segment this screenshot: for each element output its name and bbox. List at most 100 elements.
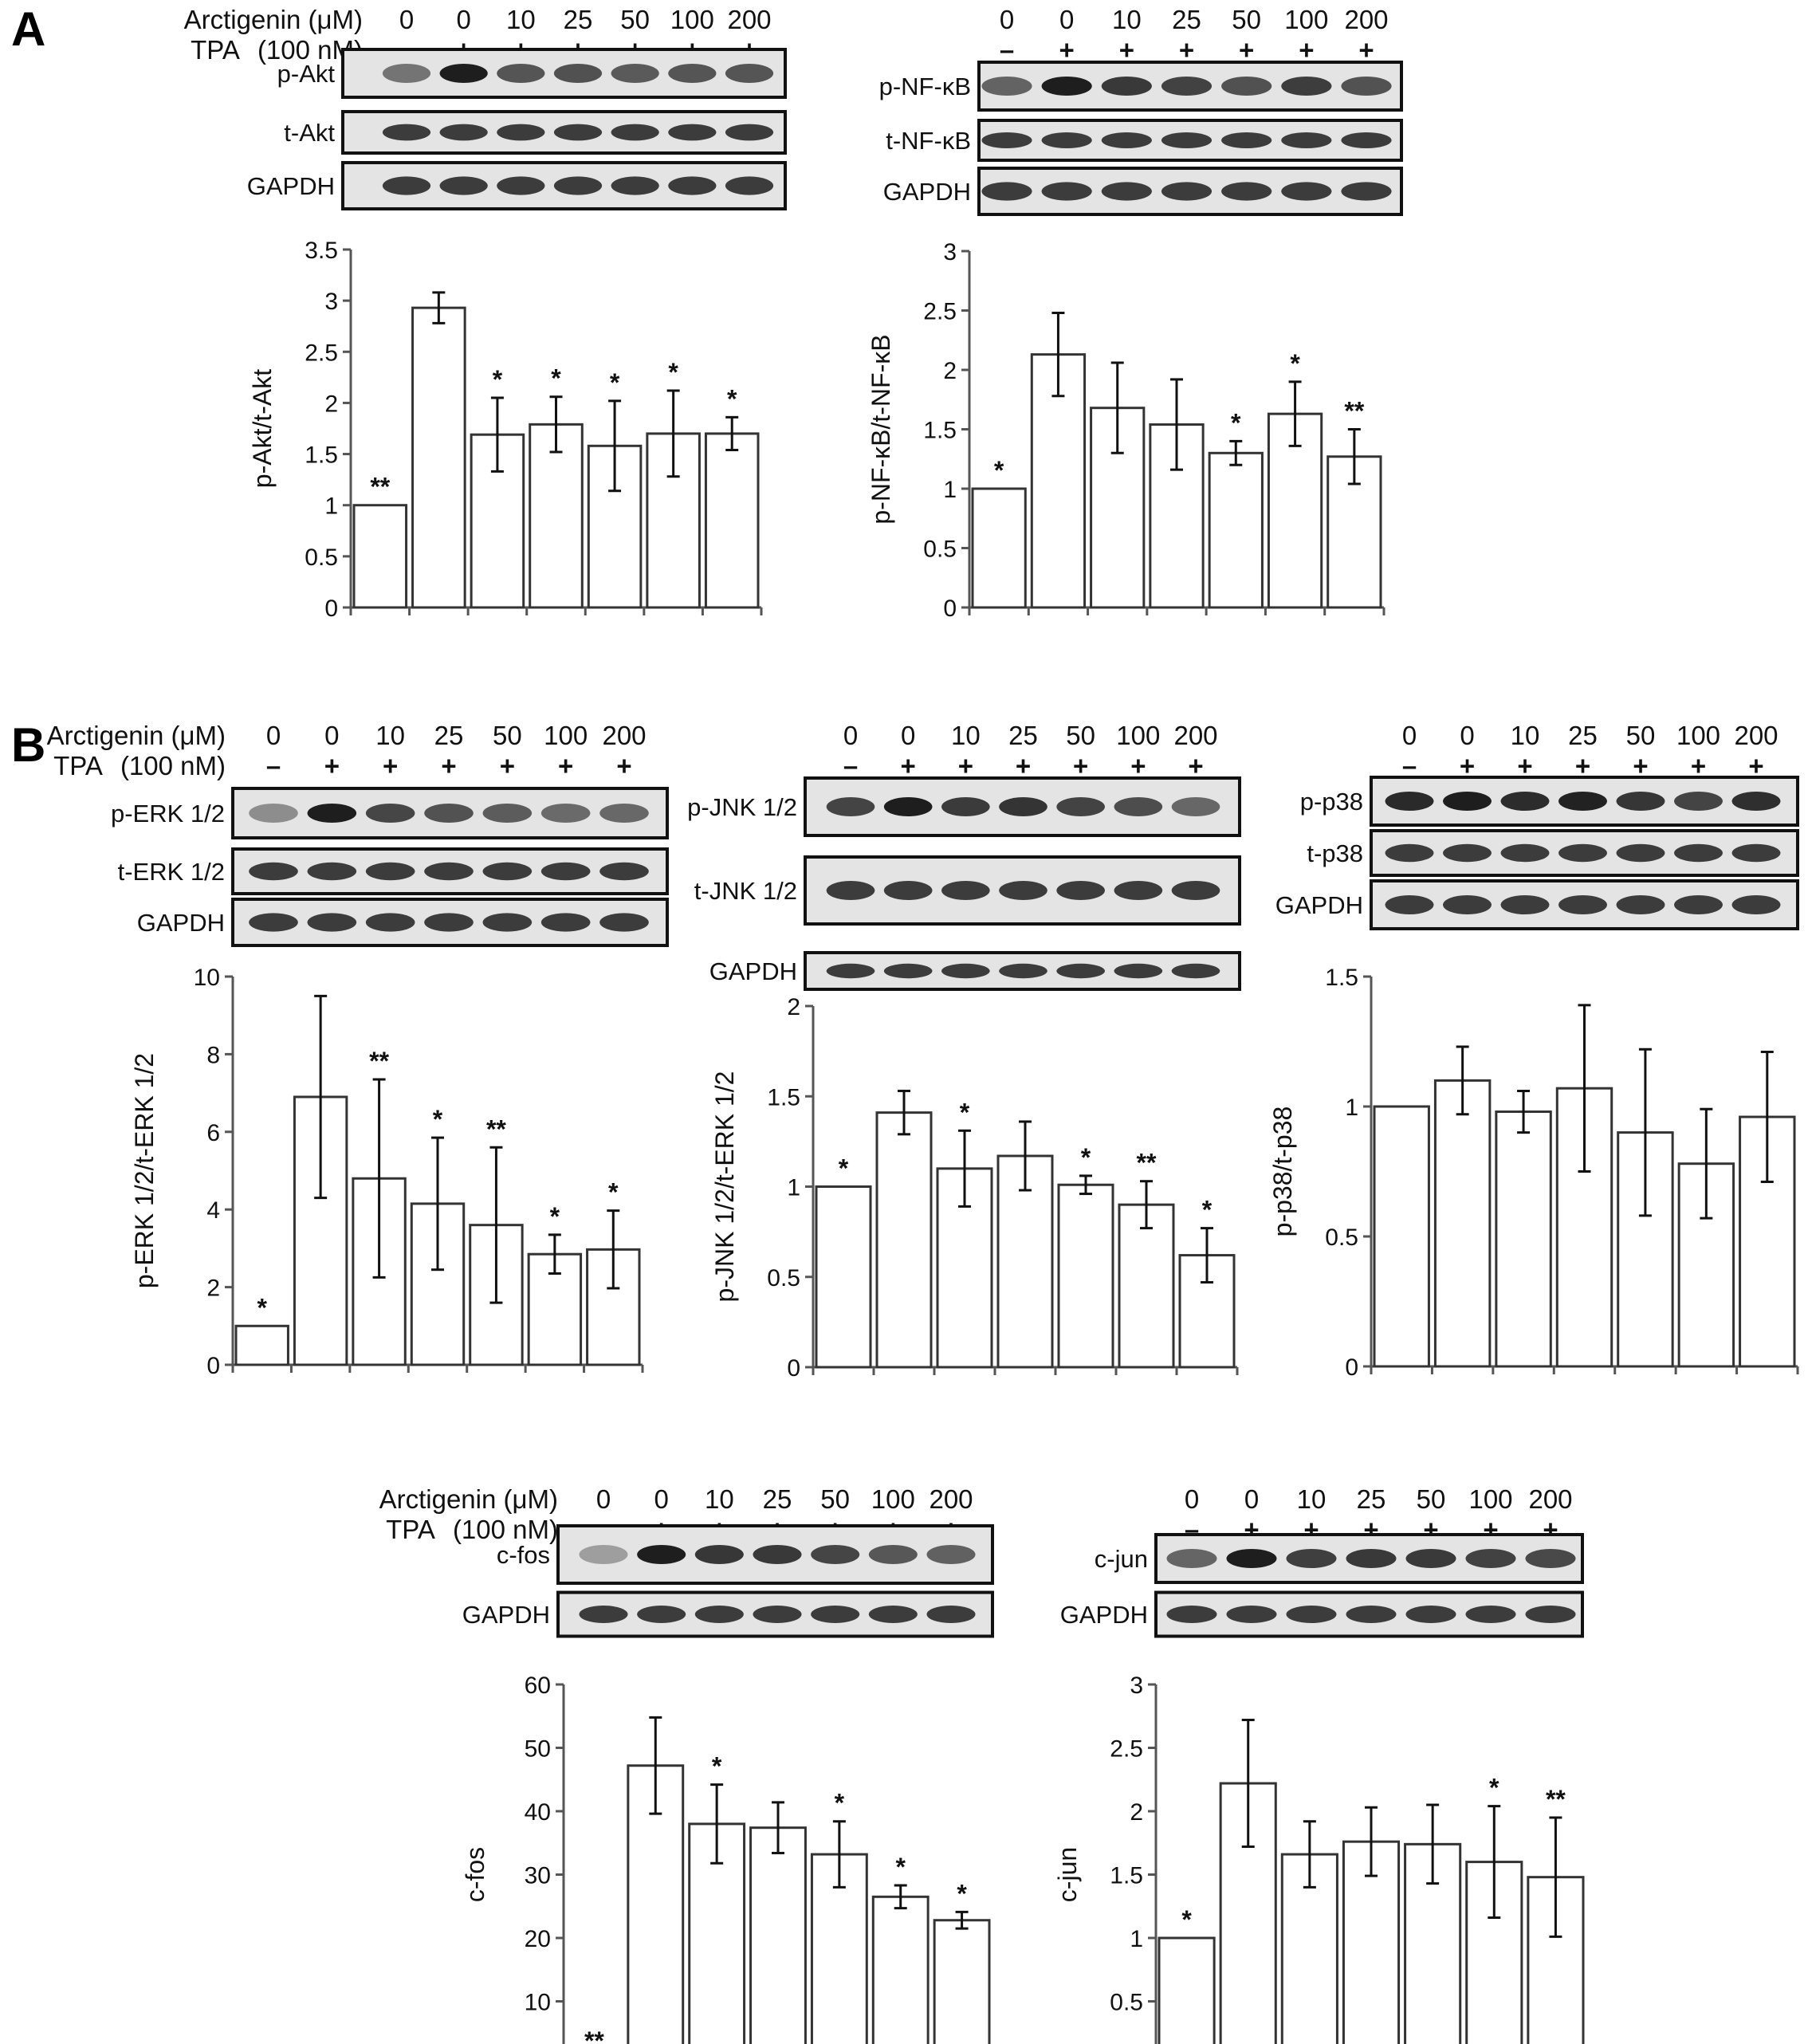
blot-band <box>1221 132 1272 148</box>
significance-star: * <box>550 1202 560 1231</box>
y-tick-label: 2.5 <box>1110 1736 1143 1763</box>
tpa-sign: + <box>1575 751 1590 780</box>
blot-label: c-jun <box>1095 1545 1148 1573</box>
dose-label: 200 <box>929 1484 973 1514</box>
blot-band <box>611 124 659 141</box>
bar <box>1208 451 1264 609</box>
blot-band <box>1056 797 1105 816</box>
dose-label: 10 <box>1511 721 1540 750</box>
significance-star: * <box>1202 1196 1213 1224</box>
bar <box>1118 1203 1175 1369</box>
dose-label: 50 <box>1626 721 1656 750</box>
blot-band <box>1674 843 1723 863</box>
blot-label: p-NF-κB <box>879 73 971 100</box>
blot-band <box>365 913 415 932</box>
arctigenin-label: Arctigenin (μM) <box>47 721 226 750</box>
y-tick-label: 0.5 <box>767 1265 800 1291</box>
blot-band <box>999 797 1047 816</box>
y-tick-label: 2 <box>324 391 338 417</box>
y-tick-label: 0.5 <box>1325 1224 1358 1251</box>
significance-star: * <box>257 1293 267 1322</box>
blot-label: GAPDH <box>883 178 971 206</box>
blot-band <box>1341 77 1392 96</box>
significance-star: ** <box>1137 1149 1157 1177</box>
blot-band <box>1558 843 1607 863</box>
dose-label: 0 <box>1402 721 1417 750</box>
blot-band <box>1674 792 1723 811</box>
blot-band <box>439 64 488 83</box>
blot-band <box>883 797 933 816</box>
blot-band <box>482 804 533 823</box>
blot-band <box>540 913 591 932</box>
significance-star: * <box>712 1752 722 1781</box>
blot-band <box>540 804 591 823</box>
dose-label: 0 <box>901 721 915 750</box>
bar <box>1495 1110 1552 1368</box>
blot-label: p-Akt <box>277 60 336 88</box>
blot-band <box>424 862 474 881</box>
tpa-dose-label: (100 nM) <box>453 1515 558 1544</box>
blot-band <box>883 963 933 979</box>
tpa-label: TPA <box>386 1515 435 1544</box>
blot-band <box>694 1545 744 1564</box>
y-tick-label: 4 <box>206 1197 220 1224</box>
dose-label: 50 <box>1066 721 1095 750</box>
blot-label: GAPDH <box>1275 891 1363 919</box>
dose-label: 50 <box>493 721 522 750</box>
blot-band <box>1114 797 1163 816</box>
blot-band <box>249 862 298 881</box>
blot-band <box>1161 132 1213 148</box>
significance-star: * <box>668 358 678 387</box>
blot-frame <box>556 1524 994 1585</box>
blot-band <box>1221 77 1272 96</box>
significance-star: * <box>835 1789 845 1818</box>
y-tick-label: 0.5 <box>1110 1990 1143 2016</box>
blot-band <box>599 913 649 932</box>
blot-band <box>1731 895 1781 914</box>
blot-band <box>249 913 298 932</box>
tpa-sign: + <box>1016 751 1031 780</box>
blot-band <box>382 124 431 141</box>
y-tick-label: 0 <box>1345 1354 1358 1381</box>
significance-star: * <box>1181 1905 1192 1934</box>
y-axis-label: p-Akt/t-Akt <box>248 369 277 488</box>
significance-star: * <box>895 1853 906 1881</box>
tpa-sign: + <box>1748 751 1763 780</box>
dose-label: 200 <box>1528 1484 1572 1514</box>
blot-band <box>1341 132 1392 148</box>
blot-band <box>1731 792 1781 811</box>
blot-label: GAPDH <box>137 909 225 937</box>
dose-label: 0 <box>843 721 858 750</box>
y-tick-label: 3 <box>943 239 957 265</box>
dose-label: 200 <box>1344 5 1388 34</box>
y-tick-label: 3 <box>324 289 338 315</box>
blot-band <box>1558 792 1607 811</box>
blot-band <box>1616 895 1665 914</box>
dose-label: 25 <box>1172 5 1201 34</box>
tpa-sign: + <box>324 751 340 780</box>
blot-band <box>1385 895 1434 914</box>
significance-star: ** <box>486 1114 506 1143</box>
blot-band <box>439 124 488 141</box>
significance-star: * <box>1231 408 1241 437</box>
blot-band <box>307 913 357 932</box>
tpa-sign: + <box>1188 751 1203 780</box>
y-axis-label: c-fos <box>461 1847 489 1902</box>
blot-band <box>1171 963 1220 979</box>
blot-band <box>1161 182 1213 201</box>
tpa-sign: + <box>1130 751 1146 780</box>
tpa-sign: – <box>1402 751 1417 780</box>
significance-star: ** <box>1546 1785 1566 1814</box>
tpa-sign: + <box>1119 35 1134 65</box>
y-tick-label: 0.5 <box>305 544 338 571</box>
blot-band <box>694 1606 744 1623</box>
y-tick-label: 1.5 <box>923 418 957 444</box>
blot-band <box>725 124 774 141</box>
dose-label: 200 <box>602 721 646 750</box>
y-tick-label: 1.5 <box>767 1084 800 1110</box>
y-tick-label: 3.5 <box>305 238 338 264</box>
y-tick-label: 1 <box>943 477 957 503</box>
y-tick-label: 2.5 <box>923 299 957 325</box>
blot-band <box>753 1545 802 1564</box>
